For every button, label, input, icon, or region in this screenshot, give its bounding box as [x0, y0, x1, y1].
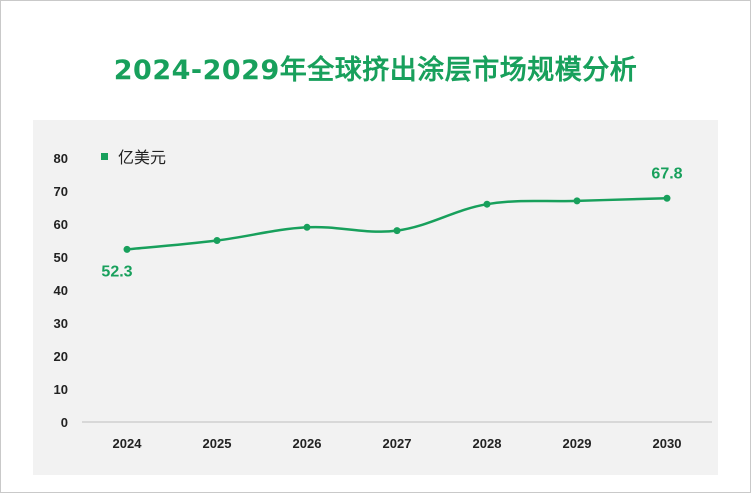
- x-tick-label: 2028: [473, 436, 502, 451]
- data-labels: 52.3 67.8: [101, 165, 682, 280]
- plot-area: [33, 120, 718, 475]
- y-tick-label: 80: [54, 151, 68, 166]
- y-tick-label: 40: [54, 283, 68, 298]
- y-tick-label: 50: [54, 250, 68, 265]
- y-axis-ticks: 0 10 20 30 40 50 60 70 80: [54, 151, 68, 430]
- data-point: [303, 223, 311, 231]
- data-point: [483, 200, 491, 208]
- x-tick-label: 2029: [563, 436, 592, 451]
- x-tick-label: 2030: [653, 436, 682, 451]
- y-tick-label: 70: [54, 184, 68, 199]
- data-label: 52.3: [101, 263, 132, 280]
- data-point: [573, 197, 581, 205]
- data-point: [213, 237, 221, 244]
- legend-marker: [101, 153, 108, 160]
- legend: 亿美元: [101, 148, 166, 167]
- x-tick-label: 2025: [203, 436, 232, 451]
- y-tick-label: 10: [54, 382, 68, 397]
- x-tick-label: 2026: [293, 436, 322, 451]
- data-point: [123, 245, 131, 253]
- y-tick-label: 20: [54, 349, 68, 364]
- x-tick-label: 2024: [113, 436, 143, 451]
- data-point: [393, 227, 401, 235]
- y-tick-label: 30: [54, 316, 68, 331]
- x-tick-label: 2027: [383, 436, 412, 451]
- data-label: 67.8: [651, 165, 682, 182]
- data-points: [123, 194, 671, 253]
- legend-label: 亿美元: [118, 148, 166, 167]
- x-axis-ticks: 2024 2025 2026 2027 2028 2029 2030: [113, 436, 682, 451]
- y-tick-label: 60: [54, 217, 68, 232]
- data-point: [663, 194, 671, 202]
- chart-title: 2024-2029年全球挤出涂层市场规模分析: [113, 55, 638, 86]
- y-tick-label: 0: [61, 415, 68, 430]
- series-line: [126, 197, 668, 251]
